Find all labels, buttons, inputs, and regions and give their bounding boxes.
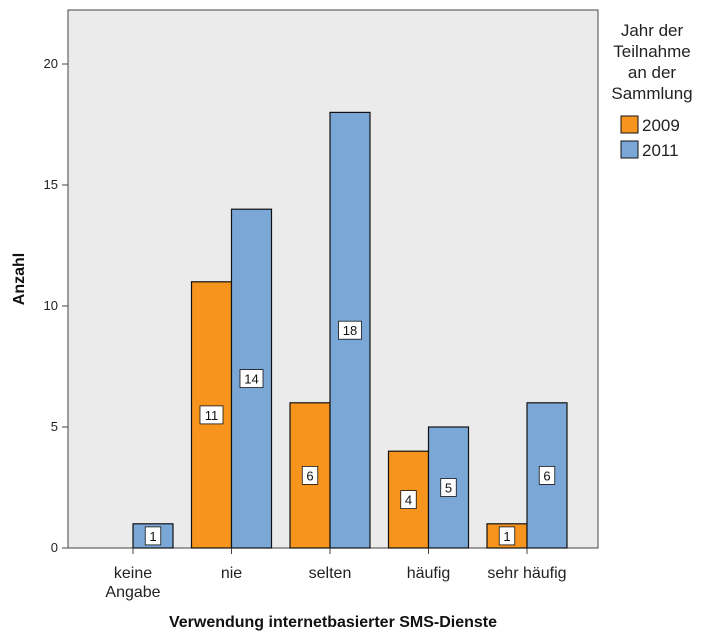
legend-label-2009: 2009 bbox=[642, 116, 680, 135]
y-tick-label: 15 bbox=[44, 177, 58, 192]
legend-title: Jahr der bbox=[621, 21, 684, 40]
x-tick-label: selten bbox=[309, 565, 352, 582]
data-label-box bbox=[199, 405, 224, 425]
x-tick-label: keine bbox=[114, 565, 152, 582]
legend-title: Teilnahme bbox=[613, 42, 691, 61]
y-tick-label: 5 bbox=[51, 419, 58, 434]
y-axis-title: Anzahl bbox=[11, 253, 28, 305]
data-label-box bbox=[498, 526, 516, 546]
data-label: 6 bbox=[543, 468, 550, 483]
legend-swatch-2011 bbox=[620, 140, 639, 159]
data-label: 6 bbox=[306, 468, 313, 483]
x-axis-title: Verwendung internetbasierter SMS-Dienste bbox=[169, 614, 497, 631]
data-label: 1 bbox=[503, 529, 510, 544]
legend-title: an der bbox=[628, 63, 677, 82]
x-tick-label: sehr häufig bbox=[487, 565, 566, 582]
data-label: 18 bbox=[343, 323, 357, 338]
data-label-box bbox=[440, 478, 457, 497]
legend: Jahr der Teilnahme an der Sammlung 2009 2011 bbox=[611, 21, 692, 160]
x-axis: keine Angabe nie selten häufig sehr häufig bbox=[105, 548, 567, 601]
data-label: 4 bbox=[405, 493, 412, 508]
x-tick-label: nie bbox=[221, 565, 242, 582]
data-label-box bbox=[338, 320, 362, 340]
x-tick-label: Angabe bbox=[105, 584, 160, 601]
data-label-box bbox=[239, 369, 264, 389]
legend-title: Sammlung bbox=[611, 84, 692, 103]
data-label-box bbox=[538, 465, 556, 485]
y-axis: 0 5 10 15 20 bbox=[44, 10, 69, 555]
y-tick-label: 20 bbox=[44, 56, 58, 71]
data-label-box bbox=[144, 526, 162, 546]
legend-swatch-2009 bbox=[620, 115, 639, 134]
data-label: 1 bbox=[149, 529, 156, 544]
legend-label-2011: 2011 bbox=[642, 141, 679, 160]
data-label: 11 bbox=[205, 408, 219, 423]
data-label-box bbox=[400, 490, 417, 510]
y-tick-label: 10 bbox=[44, 298, 58, 313]
data-label: 14 bbox=[244, 372, 258, 387]
data-label: 5 bbox=[445, 481, 452, 496]
y-tick-label: 0 bbox=[51, 540, 58, 555]
x-tick-label: häufig bbox=[407, 565, 451, 582]
data-label-box bbox=[301, 465, 319, 485]
